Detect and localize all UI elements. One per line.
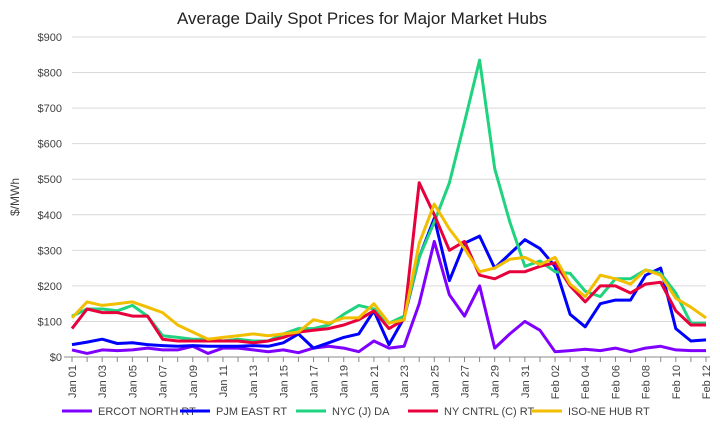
x-tick-label: Jan 19 [339,365,351,398]
x-tick-label: Jan 05 [127,365,139,398]
x-tick-label: Jan 21 [369,365,381,398]
x-tick-label: Jan 01 [67,365,79,398]
legend-item: ISO-NE HUB RT [532,406,650,418]
y-tick-label: $0 [50,352,62,364]
y-tick-label: $700 [38,103,62,115]
y-tick-label: $600 [38,139,62,151]
x-tick-label: Jan 11 [218,365,230,397]
y-tick-label: $900 [38,32,62,44]
y-tick-label: $800 [38,68,62,80]
series-line-iso-ne-hub-rt [72,204,706,339]
x-tick-label: Jan 09 [188,365,200,398]
y-tick-label: $300 [38,245,62,257]
legend-label: ISO-NE HUB RT [568,406,650,418]
x-tick-label: Jan 23 [399,365,411,398]
x-tick-label: Jan 13 [248,365,260,398]
series-line-ny-cntrl-c-rt [72,183,706,343]
x-tick-label: Jan 07 [158,365,170,398]
legend-item: NYC (J) DA [296,406,390,418]
legend-label: NY CNTRL (C) RT [444,406,535,418]
x-tick-label: Jan 27 [459,365,471,398]
legend-item: NY CNTRL (C) RT [408,406,535,418]
y-axis-label: $/MWh [8,178,22,216]
y-tick-label: $200 [38,281,62,293]
x-tick-label: Jan 15 [278,365,290,398]
legend-item: PJM EAST RT [180,406,287,418]
y-tick-label: $400 [38,210,62,222]
x-tick-label: Jan 17 [309,365,321,398]
chart-title: Average Daily Spot Prices for Major Mark… [177,9,547,28]
x-tick-label: Feb 08 [641,365,653,399]
y-tick-label: $100 [38,316,62,328]
legend-item: ERCOT NORTH RT [62,406,196,418]
x-tick-label: Feb 04 [580,365,592,399]
series-line-nyc-j-da [72,60,706,341]
x-tick-label: Jan 03 [97,365,109,398]
x-tick-label: Feb 12 [701,365,713,399]
x-tick-label: Jan 25 [429,365,441,398]
x-tick-label: Feb 10 [671,365,683,399]
x-tick-label: Jan 29 [490,365,502,398]
x-tick-label: Feb 02 [550,365,562,399]
legend-label: NYC (J) DA [332,406,390,418]
y-tick-label: $500 [38,174,62,186]
x-tick-label: Feb 06 [610,365,622,399]
legend-label: PJM EAST RT [216,406,287,418]
x-tick-label: Jan 31 [520,365,532,398]
